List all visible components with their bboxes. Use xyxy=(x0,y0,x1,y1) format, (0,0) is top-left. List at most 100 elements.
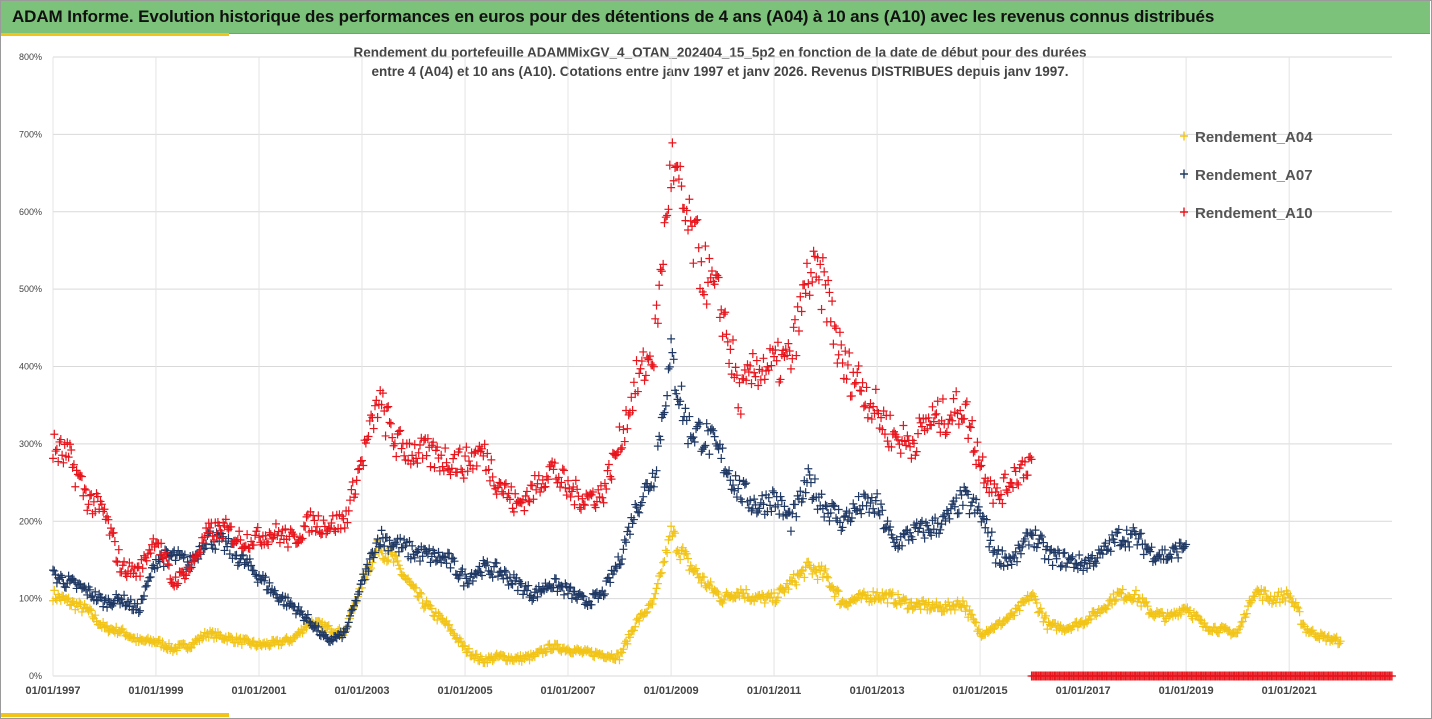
data-point xyxy=(1012,478,1021,488)
x-tick-label: 01/01/2013 xyxy=(850,685,905,697)
data-point xyxy=(447,463,456,473)
data-point xyxy=(162,552,171,562)
data-point xyxy=(323,621,332,631)
data-point xyxy=(820,566,829,576)
data-point xyxy=(1163,554,1172,564)
data-point xyxy=(902,526,911,536)
data-point xyxy=(841,346,850,356)
data-point xyxy=(67,445,76,455)
data-point xyxy=(446,470,455,480)
data-point xyxy=(422,596,431,606)
data-point xyxy=(426,557,435,567)
data-point xyxy=(659,259,668,269)
data-point xyxy=(960,414,969,424)
data-point xyxy=(159,561,168,571)
data-point xyxy=(915,523,924,533)
data-point xyxy=(1001,469,1009,479)
y-tick-label: 200% xyxy=(19,516,42,526)
data-point xyxy=(924,525,933,535)
data-point xyxy=(134,562,143,572)
data-point xyxy=(1036,603,1045,613)
data-point xyxy=(499,651,508,661)
data-point xyxy=(461,451,470,461)
data-point xyxy=(814,275,823,285)
data-point xyxy=(694,243,703,253)
data-point xyxy=(84,499,93,509)
data-point xyxy=(902,595,911,605)
data-point xyxy=(804,464,813,474)
data-point xyxy=(886,522,895,532)
data-point xyxy=(1118,535,1127,545)
data-point xyxy=(667,334,676,344)
data-point xyxy=(636,364,645,374)
data-point xyxy=(283,593,292,603)
data-point xyxy=(880,523,889,533)
data-point xyxy=(1016,549,1025,559)
data-point xyxy=(336,524,345,534)
data-point xyxy=(861,400,870,410)
data-point xyxy=(796,486,805,496)
data-point xyxy=(382,403,391,413)
data-point xyxy=(80,484,89,494)
data-point xyxy=(599,498,608,508)
data-point xyxy=(974,502,983,512)
data-point xyxy=(958,596,967,606)
data-point xyxy=(684,439,693,449)
data-point xyxy=(672,389,681,399)
data-point xyxy=(618,554,627,564)
data-point xyxy=(249,566,258,576)
data-point xyxy=(405,438,414,448)
data-point xyxy=(834,350,843,360)
data-point xyxy=(657,568,666,578)
data-point xyxy=(140,551,149,561)
data-point xyxy=(382,556,391,566)
chart-title-line-2: entre 4 (A04) et 10 ans (A10). Cotations… xyxy=(371,64,1069,79)
data-point xyxy=(635,368,644,378)
data-point xyxy=(620,535,629,545)
data-point xyxy=(1032,542,1041,552)
data-point xyxy=(994,545,1003,555)
data-point xyxy=(888,588,897,598)
data-point xyxy=(1067,554,1076,564)
data-point xyxy=(505,572,514,582)
data-point xyxy=(867,414,876,424)
data-point xyxy=(986,535,995,545)
data-point xyxy=(566,492,575,502)
data-point xyxy=(136,571,145,581)
data-point xyxy=(923,521,932,531)
data-point xyxy=(910,438,919,448)
data-point xyxy=(817,304,826,314)
data-point xyxy=(766,500,775,510)
data-point xyxy=(352,475,361,485)
data-point xyxy=(702,419,711,429)
data-point xyxy=(648,360,657,370)
data-point xyxy=(385,535,394,545)
data-point xyxy=(1026,452,1035,462)
data-point xyxy=(746,495,755,505)
data-point xyxy=(941,429,950,439)
data-point xyxy=(174,546,183,556)
legend-marker xyxy=(1180,169,1188,179)
data-point xyxy=(212,531,221,541)
data-point xyxy=(577,504,586,514)
data-point xyxy=(604,459,613,469)
data-point xyxy=(289,529,298,539)
data-point xyxy=(817,489,826,499)
x-tick-label: 01/01/2015 xyxy=(953,685,1008,697)
data-point xyxy=(904,603,913,613)
data-point xyxy=(1234,624,1243,634)
data-point xyxy=(718,443,727,453)
data-point xyxy=(998,546,1007,556)
data-point xyxy=(330,524,339,534)
data-point xyxy=(58,450,67,460)
legend-marker xyxy=(1180,131,1188,141)
data-point xyxy=(706,577,715,587)
data-point xyxy=(303,610,312,620)
data-point xyxy=(758,491,767,501)
data-point xyxy=(298,533,307,543)
data-point xyxy=(1003,614,1012,624)
data-point xyxy=(641,370,650,380)
data-point xyxy=(600,478,609,488)
data-point xyxy=(794,326,803,336)
data-point xyxy=(1287,597,1296,607)
